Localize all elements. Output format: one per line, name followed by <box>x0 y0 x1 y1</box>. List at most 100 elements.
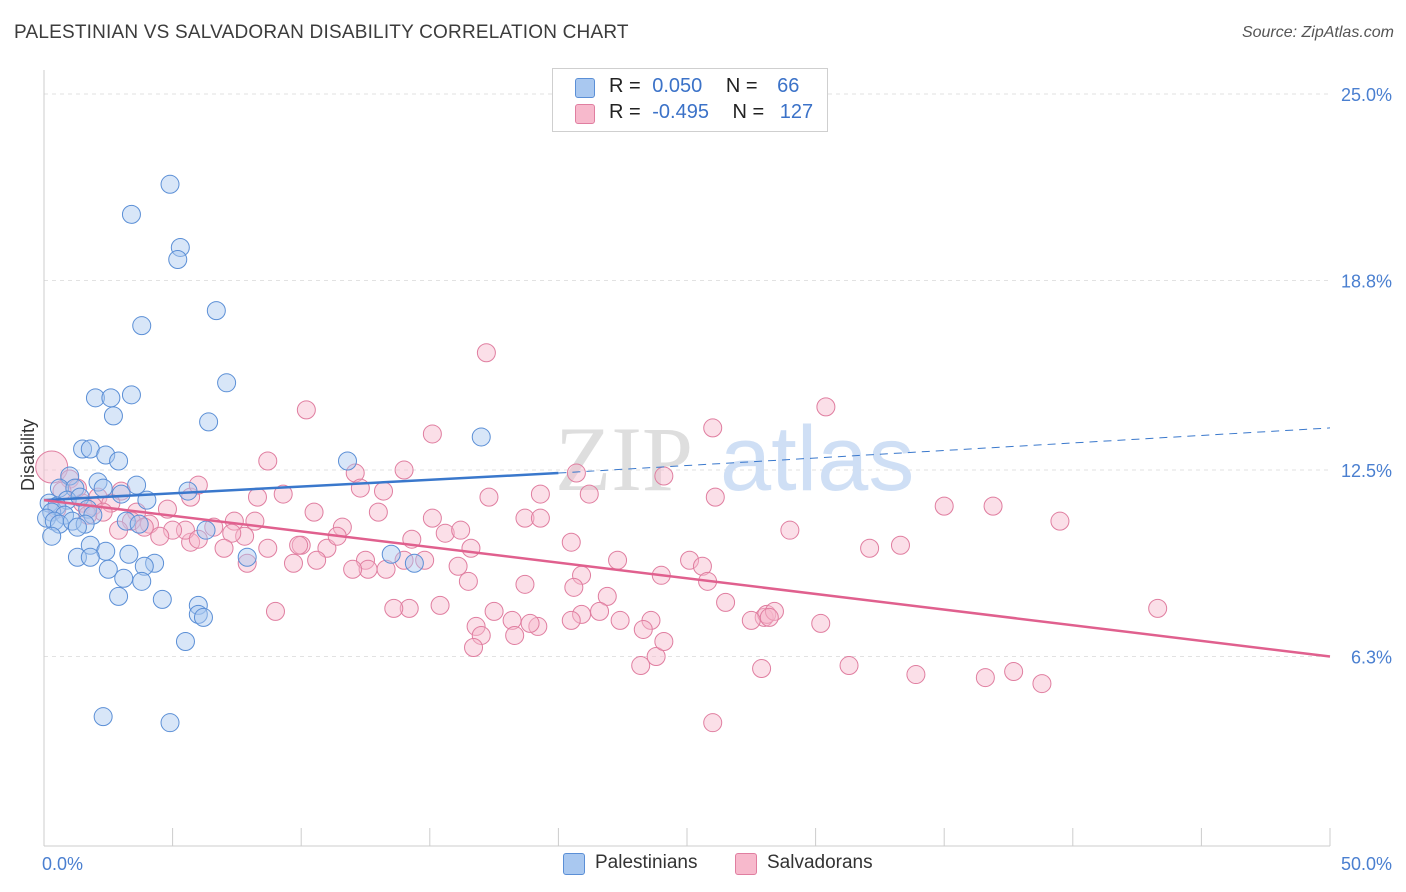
point-salvadorans-37 <box>566 463 586 483</box>
point-salvadorans-123 <box>983 496 1003 516</box>
point-salvadorans-31 <box>451 520 471 540</box>
point-palestinians-65 <box>160 713 180 733</box>
point-salvadorans-35 <box>530 508 550 528</box>
point-palestinians-51 <box>381 544 401 564</box>
point-salvadorans-119 <box>1004 662 1024 682</box>
legend-r-value-salvadorans: -0.495 <box>652 101 709 123</box>
point-palestinians-42 <box>67 517 87 537</box>
point-palestinians-9 <box>121 385 141 405</box>
point-salvadorans-26 <box>374 481 394 501</box>
legend-swatch-palestinians <box>563 853 585 875</box>
point-palestinians-47 <box>119 544 139 564</box>
point-salvadorans-80 <box>237 553 257 573</box>
trend-line-palestinians-extension <box>558 427 1331 474</box>
point-salvadorans-108 <box>631 656 651 676</box>
point-salvadorans-98 <box>430 595 450 615</box>
y-tick-label-2: 18.8% <box>1341 272 1392 292</box>
legend-r-value-palestinians: 0.050 <box>652 75 703 97</box>
point-palestinians-56 <box>114 568 134 588</box>
point-salvadorans-44 <box>703 418 723 438</box>
point-palestinians-6 <box>217 373 237 393</box>
point-salvadorans-111 <box>754 607 774 627</box>
watermark-atlas: atlas <box>720 408 914 510</box>
point-salvadorans-74 <box>163 520 183 540</box>
point-palestinians-44 <box>42 526 62 546</box>
y-tick-label-1: 12.5% <box>1341 461 1392 481</box>
point-salvadorans-39 <box>530 484 550 504</box>
x-tick-label-1: 50.0% <box>1341 854 1392 874</box>
point-salvadorans-51 <box>860 538 880 558</box>
chart-source: Source: ZipAtlas.com <box>1241 24 1394 41</box>
point-salvadorans-38 <box>579 484 599 504</box>
point-salvadorans-49 <box>934 496 954 516</box>
point-salvadorans-121 <box>703 713 723 733</box>
point-palestinians-40 <box>116 511 136 531</box>
point-salvadorans-55 <box>692 556 712 576</box>
point-palestinians-59 <box>152 589 172 609</box>
point-palestinians-0 <box>160 174 180 194</box>
point-salvadorans-53 <box>608 550 628 570</box>
point-palestinians-41 <box>129 514 149 534</box>
point-palestinians-10 <box>103 406 123 426</box>
point-salvadorans-19 <box>247 487 267 507</box>
point-salvadorans-67 <box>283 553 303 573</box>
legend-n-value-palestinians: 66 <box>777 75 800 97</box>
point-salvadorans-71 <box>204 517 224 537</box>
watermark-zip: ZIP <box>555 408 693 510</box>
point-salvadorans-45 <box>816 397 836 417</box>
x-tick-label-0: 0.0% <box>42 854 83 874</box>
point-palestinians-8 <box>101 388 121 408</box>
point-salvadorans-21 <box>304 502 324 522</box>
point-salvadorans-29 <box>422 508 442 528</box>
point-salvadorans-124 <box>759 607 779 627</box>
point-salvadorans-43 <box>476 343 496 363</box>
point-salvadorans-105 <box>610 610 630 630</box>
point-salvadorans-115 <box>752 659 772 679</box>
legend-n-label: N = <box>725 75 758 97</box>
legend-label-salvadorans: Salvadorans <box>767 852 873 873</box>
point-palestinians-58 <box>109 586 129 606</box>
point-salvadorans-113 <box>764 601 784 621</box>
point-salvadorans-46 <box>705 487 725 507</box>
point-salvadorans-110 <box>633 619 653 639</box>
x-tick-labels: 0.0% 50.0% <box>42 854 1392 874</box>
point-salvadorans-85 <box>343 559 363 579</box>
point-salvadorans-94 <box>520 613 540 633</box>
y-axis-label: Disability <box>18 419 38 491</box>
point-palestinians-16 <box>109 451 129 471</box>
legend-label-palestinians: Palestinians <box>595 852 698 873</box>
point-salvadorans-20 <box>273 484 293 504</box>
point-salvadorans-116 <box>839 656 859 676</box>
point-salvadorans-60 <box>458 571 478 591</box>
point-palestinians-27 <box>111 484 131 504</box>
point-salvadorans-82 <box>289 535 309 555</box>
point-salvadorans-30 <box>435 523 455 543</box>
point-salvadorans-64 <box>358 559 378 579</box>
point-salvadorans-91 <box>572 604 592 624</box>
legend-n-label: N = <box>732 101 765 123</box>
point-salvadorans-76 <box>134 517 154 537</box>
point-salvadorans-90 <box>590 601 610 621</box>
point-palestinians-63 <box>175 631 195 651</box>
point-palestinians-12 <box>471 427 491 447</box>
point-palestinians-38 <box>62 511 82 531</box>
point-salvadorans-54 <box>680 550 700 570</box>
point-palestinians-54 <box>404 553 424 573</box>
point-palestinians-20 <box>127 475 147 495</box>
point-palestinians-3 <box>168 249 188 269</box>
point-salvadorans-34 <box>515 508 535 528</box>
point-palestinians-43 <box>196 520 216 540</box>
point-palestinians-35 <box>37 508 57 528</box>
point-palestinians-5 <box>132 316 152 336</box>
chart-title: PALESTINIAN VS SALVADORAN DISABILITY COR… <box>14 22 629 43</box>
point-salvadorans-81 <box>258 538 278 558</box>
point-salvadorans-25 <box>368 502 388 522</box>
point-palestinians-49 <box>80 547 100 567</box>
point-salvadorans-99 <box>399 598 419 618</box>
point-palestinians-4 <box>206 301 226 321</box>
point-salvadorans-72 <box>181 532 201 552</box>
legend-swatch-palestinians <box>575 78 595 98</box>
point-salvadorans-52 <box>890 535 910 555</box>
point-salvadorans-93 <box>528 616 548 636</box>
legend-swatch-salvadorans <box>735 853 757 875</box>
